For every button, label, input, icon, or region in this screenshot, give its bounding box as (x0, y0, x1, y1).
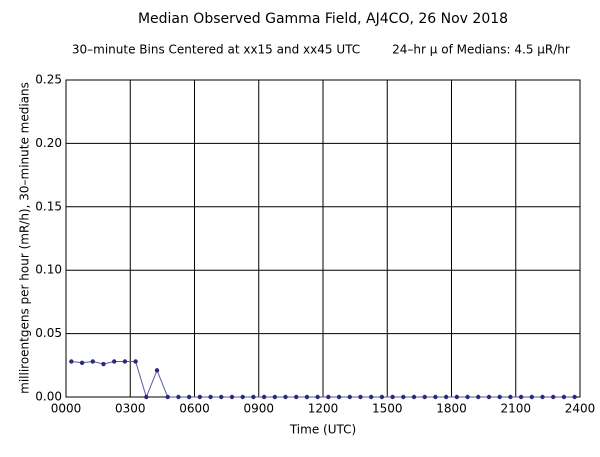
data-point (508, 394, 513, 400)
data-point (90, 359, 95, 364)
data-point (561, 394, 567, 400)
data-point (476, 394, 481, 400)
x-tick-label: 0300 (115, 402, 146, 416)
data-point (529, 394, 535, 400)
x-tick-label: 1200 (308, 402, 339, 416)
x-tick-label: 2400 (565, 402, 596, 416)
data-point (240, 394, 245, 400)
data-point (358, 394, 363, 400)
data-point (79, 360, 85, 365)
data-point (133, 359, 138, 364)
x-tick-label: 2100 (500, 402, 531, 416)
data-point (304, 394, 310, 400)
y-tick-label: 0.05 (35, 326, 62, 340)
data-point (336, 394, 342, 400)
data-point (186, 394, 192, 400)
data-point (165, 394, 170, 400)
data-point (572, 394, 577, 400)
y-axis-label: milliroentgens per hour (mR/h), 30–minut… (18, 82, 32, 394)
annotation: 24–hr μ of Medians: 4.5 μR/hr (392, 43, 570, 57)
data-point (261, 394, 267, 400)
data-point (379, 394, 385, 400)
data-point (465, 394, 470, 400)
chart-subtitle: 30–minute Bins Centered at xx15 and xx45… (72, 43, 360, 57)
data-point (497, 394, 502, 400)
data-point (390, 394, 395, 400)
data-point (144, 394, 149, 400)
data-point (347, 394, 352, 400)
data-point (197, 394, 203, 400)
data-point (251, 394, 256, 400)
data-point (401, 394, 406, 400)
data-point (518, 394, 524, 400)
data-point (176, 394, 181, 400)
y-tick-label: 0.25 (35, 73, 62, 87)
data-point (411, 394, 417, 400)
data-point (101, 361, 106, 367)
data-point (551, 394, 556, 400)
data-point (294, 394, 299, 400)
data-point (69, 359, 74, 364)
data-point (326, 394, 331, 400)
data-point (111, 359, 117, 364)
data-point (443, 394, 449, 400)
data-point (208, 394, 213, 400)
chart-title: Median Observed Gamma Field, AJ4CO, 26 N… (138, 11, 508, 27)
data-point (368, 394, 374, 400)
data-point (540, 394, 545, 400)
x-tick-label: 0000 (51, 402, 82, 416)
data-point (283, 394, 288, 400)
data-point (454, 394, 460, 400)
data-point (229, 394, 235, 400)
y-tick-label: 0.20 (35, 136, 62, 150)
y-tick-label: 0.10 (35, 263, 62, 277)
y-tick-label: 0.00 (35, 390, 62, 404)
data-point (272, 394, 278, 400)
data-point (486, 394, 492, 400)
data-point (154, 368, 160, 373)
data-point (122, 359, 128, 364)
y-tick-label: 0.15 (35, 199, 62, 213)
data-point (219, 394, 224, 400)
x-tick-label: 1800 (436, 402, 467, 416)
x-tick-label: 0900 (243, 402, 274, 416)
x-axis-label: Time (UTC) (289, 423, 356, 437)
data-point (433, 394, 438, 400)
x-tick-label: 1500 (372, 402, 403, 416)
data-point (422, 394, 427, 400)
data-point (315, 394, 320, 400)
x-tick-label: 0600 (179, 402, 210, 416)
